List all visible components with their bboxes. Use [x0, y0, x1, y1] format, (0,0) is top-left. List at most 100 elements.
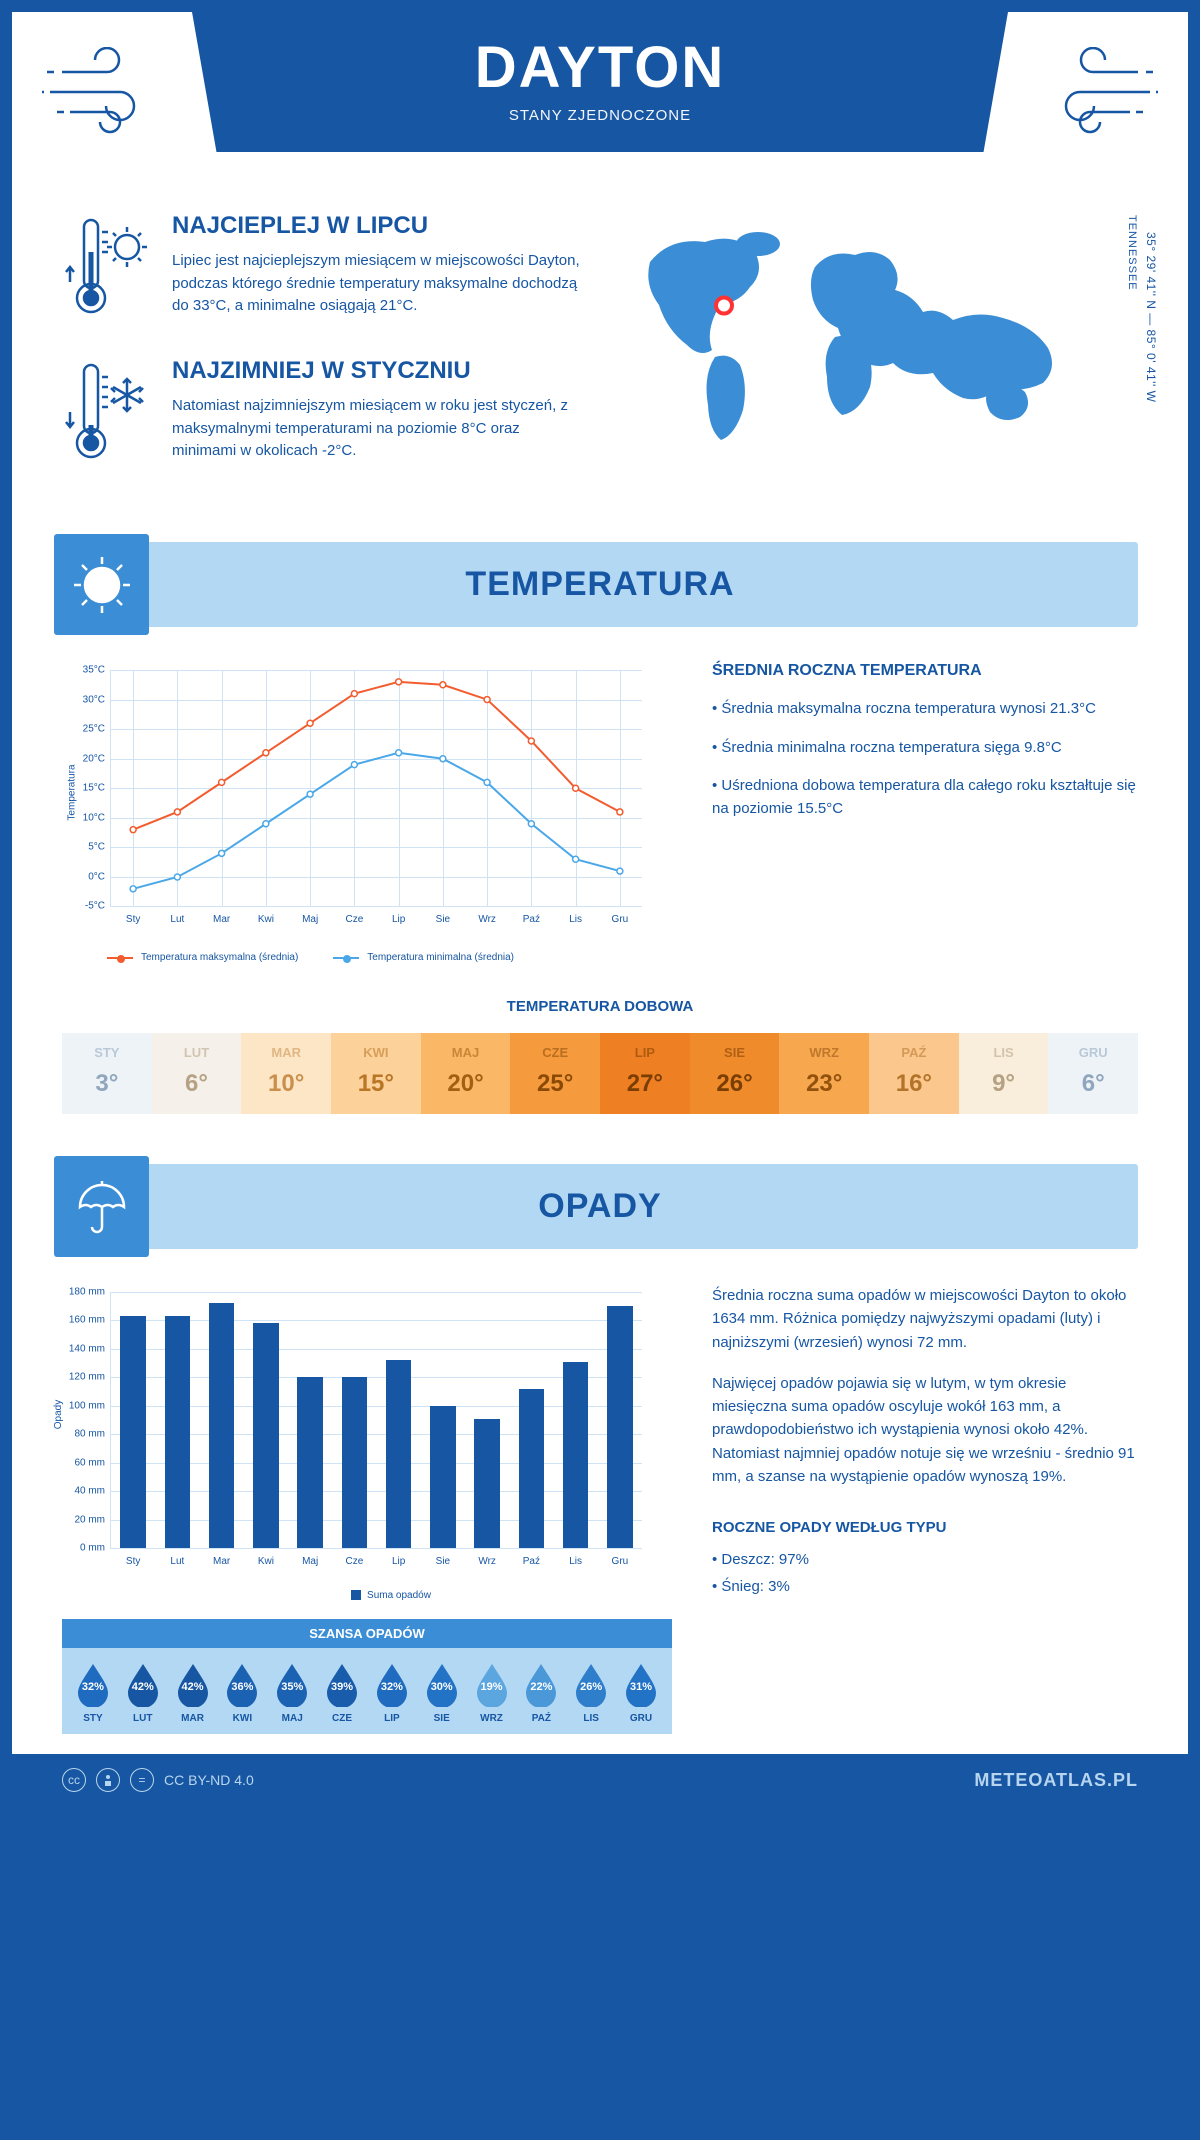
x-tick: Maj [302, 906, 318, 925]
x-tick: Sie [436, 906, 450, 925]
x-tick: Maj [302, 1548, 318, 1567]
y-tick: -5°C [85, 901, 111, 912]
drop-icon: 32% [74, 1662, 112, 1707]
x-tick: Cze [345, 906, 363, 925]
y-tick: 30°C [83, 694, 111, 705]
drop-icon: 19% [473, 1662, 511, 1707]
section-head-temp: TEMPERATURA [62, 542, 1138, 627]
daily-month: STY [62, 1045, 152, 1060]
daily-cell: KWI15° [331, 1033, 421, 1114]
drop-icon: 39% [323, 1662, 361, 1707]
bar [386, 1360, 412, 1548]
chance-cell: 26%LIS [566, 1662, 616, 1724]
chance-month: MAR [168, 1713, 218, 1724]
daily-month: LIP [600, 1045, 690, 1060]
x-tick: Lip [392, 1548, 405, 1567]
daily-cell: PAŹ 16° [869, 1033, 959, 1114]
daily-month: GRU [1048, 1045, 1138, 1060]
chance-month: KWI [217, 1713, 267, 1724]
y-tick: 5°C [88, 842, 111, 853]
chance-value: 39% [323, 1681, 361, 1693]
daily-month: PAŹ [869, 1045, 959, 1060]
bar [253, 1323, 279, 1548]
daily-value: 10° [241, 1070, 331, 1098]
daily-cell: MAR10° [241, 1033, 331, 1114]
chance-month: CZE [317, 1713, 367, 1724]
y-tick: 60 mm [74, 1457, 111, 1468]
section-title-temp: TEMPERATURA [62, 542, 1138, 627]
daily-value: 25° [510, 1070, 600, 1098]
bar [519, 1389, 545, 1548]
daily-month: KWI [331, 1045, 421, 1060]
precip-para: Najwięcej opadów pojawia się w lutym, w … [712, 1372, 1138, 1488]
daily-value: 27° [600, 1070, 690, 1098]
daily-month: WRZ [779, 1045, 869, 1060]
bar [297, 1377, 323, 1548]
daily-cell: CZE25° [510, 1033, 600, 1114]
x-tick: Gru [612, 906, 629, 925]
chance-value: 42% [124, 1681, 162, 1693]
site-name: METEOATLAS.PL [974, 1770, 1138, 1791]
y-tick: 20 mm [74, 1514, 111, 1525]
fact-hot-title: NAJCIEPLEJ W LIPCU [172, 212, 580, 240]
chance-value: 22% [522, 1681, 560, 1693]
chance-cell: 35% MAJ [267, 1662, 317, 1724]
chance-month: LIS [566, 1713, 616, 1724]
region-label: TENNESSEE [1126, 215, 1138, 291]
daily-month: LIS [959, 1045, 1049, 1060]
x-tick: Kwi [258, 906, 274, 925]
x-tick: Wrz [478, 1548, 496, 1567]
daily-value: 20° [421, 1070, 511, 1098]
chance-month: STY [68, 1713, 118, 1724]
chance-value: 36% [223, 1681, 261, 1693]
x-tick: Cze [345, 1548, 363, 1567]
type-item: • Śnieg: 3% [712, 1576, 1138, 1599]
drop-icon: 30% [423, 1662, 461, 1707]
bar-legend: Suma opadów [110, 1590, 672, 1601]
y-tick: 25°C [83, 724, 111, 735]
chance-title: SZANSA OPADÓW [62, 1619, 672, 1648]
chance-month: PAŹ [516, 1713, 566, 1724]
daily-cell: GRU 6° [1048, 1033, 1138, 1114]
x-tick: Sie [436, 1548, 450, 1567]
precip-left: Opady 0 mm20 mm40 mm60 mm80 mm100 mm120 … [62, 1284, 672, 1734]
y-tick: 15°C [83, 783, 111, 794]
chance-value: 42% [174, 1681, 212, 1693]
bar [120, 1316, 146, 1548]
chance-month: GRU [616, 1713, 666, 1724]
precip-right: Średnia roczna suma opadów w miejscowośc… [712, 1284, 1138, 1734]
drop-icon: 32% [373, 1662, 411, 1707]
y-tick: 140 mm [69, 1343, 111, 1354]
avg-title: ŚREDNIA ROCZNA TEMPERATURA [712, 662, 1138, 680]
chance-cell: 42% LUT [118, 1662, 168, 1724]
y-tick: 120 mm [69, 1372, 111, 1383]
chance-month: LUT [118, 1713, 168, 1724]
bar [209, 1303, 235, 1548]
daily-value: 6° [1048, 1070, 1138, 1098]
y-tick: 0 mm [80, 1543, 111, 1554]
fact-cold: NAJZIMNIEJ W STYCZNIU Natomiast najzimni… [62, 357, 580, 472]
chance-month: MAJ [267, 1713, 317, 1724]
daily-cell: LIS9° [959, 1033, 1049, 1114]
legend-item: Temperatura maksymalna (średnia) [107, 952, 298, 963]
chance-value: 31% [622, 1681, 660, 1693]
chance-row: 32% STY 42% LUT 42% MAR 36% KWI 35% MAJ 39% CZE 32% L… [62, 1648, 672, 1734]
daily-cell: LIP 27° [600, 1033, 690, 1114]
temp-chart: Temperatura -5°C0°C5°C10°C15°C20°C25°C30… [62, 662, 672, 963]
type-title: ROCZNE OPADY WEDŁUG TYPU [712, 1516, 1138, 1539]
drop-icon: 22% [522, 1662, 560, 1707]
daily-cell: SIE26° [690, 1033, 780, 1114]
daily-value: 16° [869, 1070, 959, 1098]
daily-cell: MAJ20° [421, 1033, 511, 1114]
chance-month: WRZ [467, 1713, 517, 1724]
drop-icon: 35% [273, 1662, 311, 1707]
nd-icon: = [130, 1768, 154, 1792]
legend: Temperatura maksymalna (średnia)Temperat… [107, 952, 672, 963]
bar [342, 1377, 368, 1548]
drop-icon: 36% [223, 1662, 261, 1707]
precip-chart: Opady 0 mm20 mm40 mm60 mm80 mm100 mm120 … [62, 1284, 642, 1584]
y-tick: 160 mm [69, 1315, 111, 1326]
y-tick: 0°C [88, 871, 111, 882]
chance-value: 32% [373, 1681, 411, 1693]
section-title-precip: OPADY [62, 1164, 1138, 1249]
